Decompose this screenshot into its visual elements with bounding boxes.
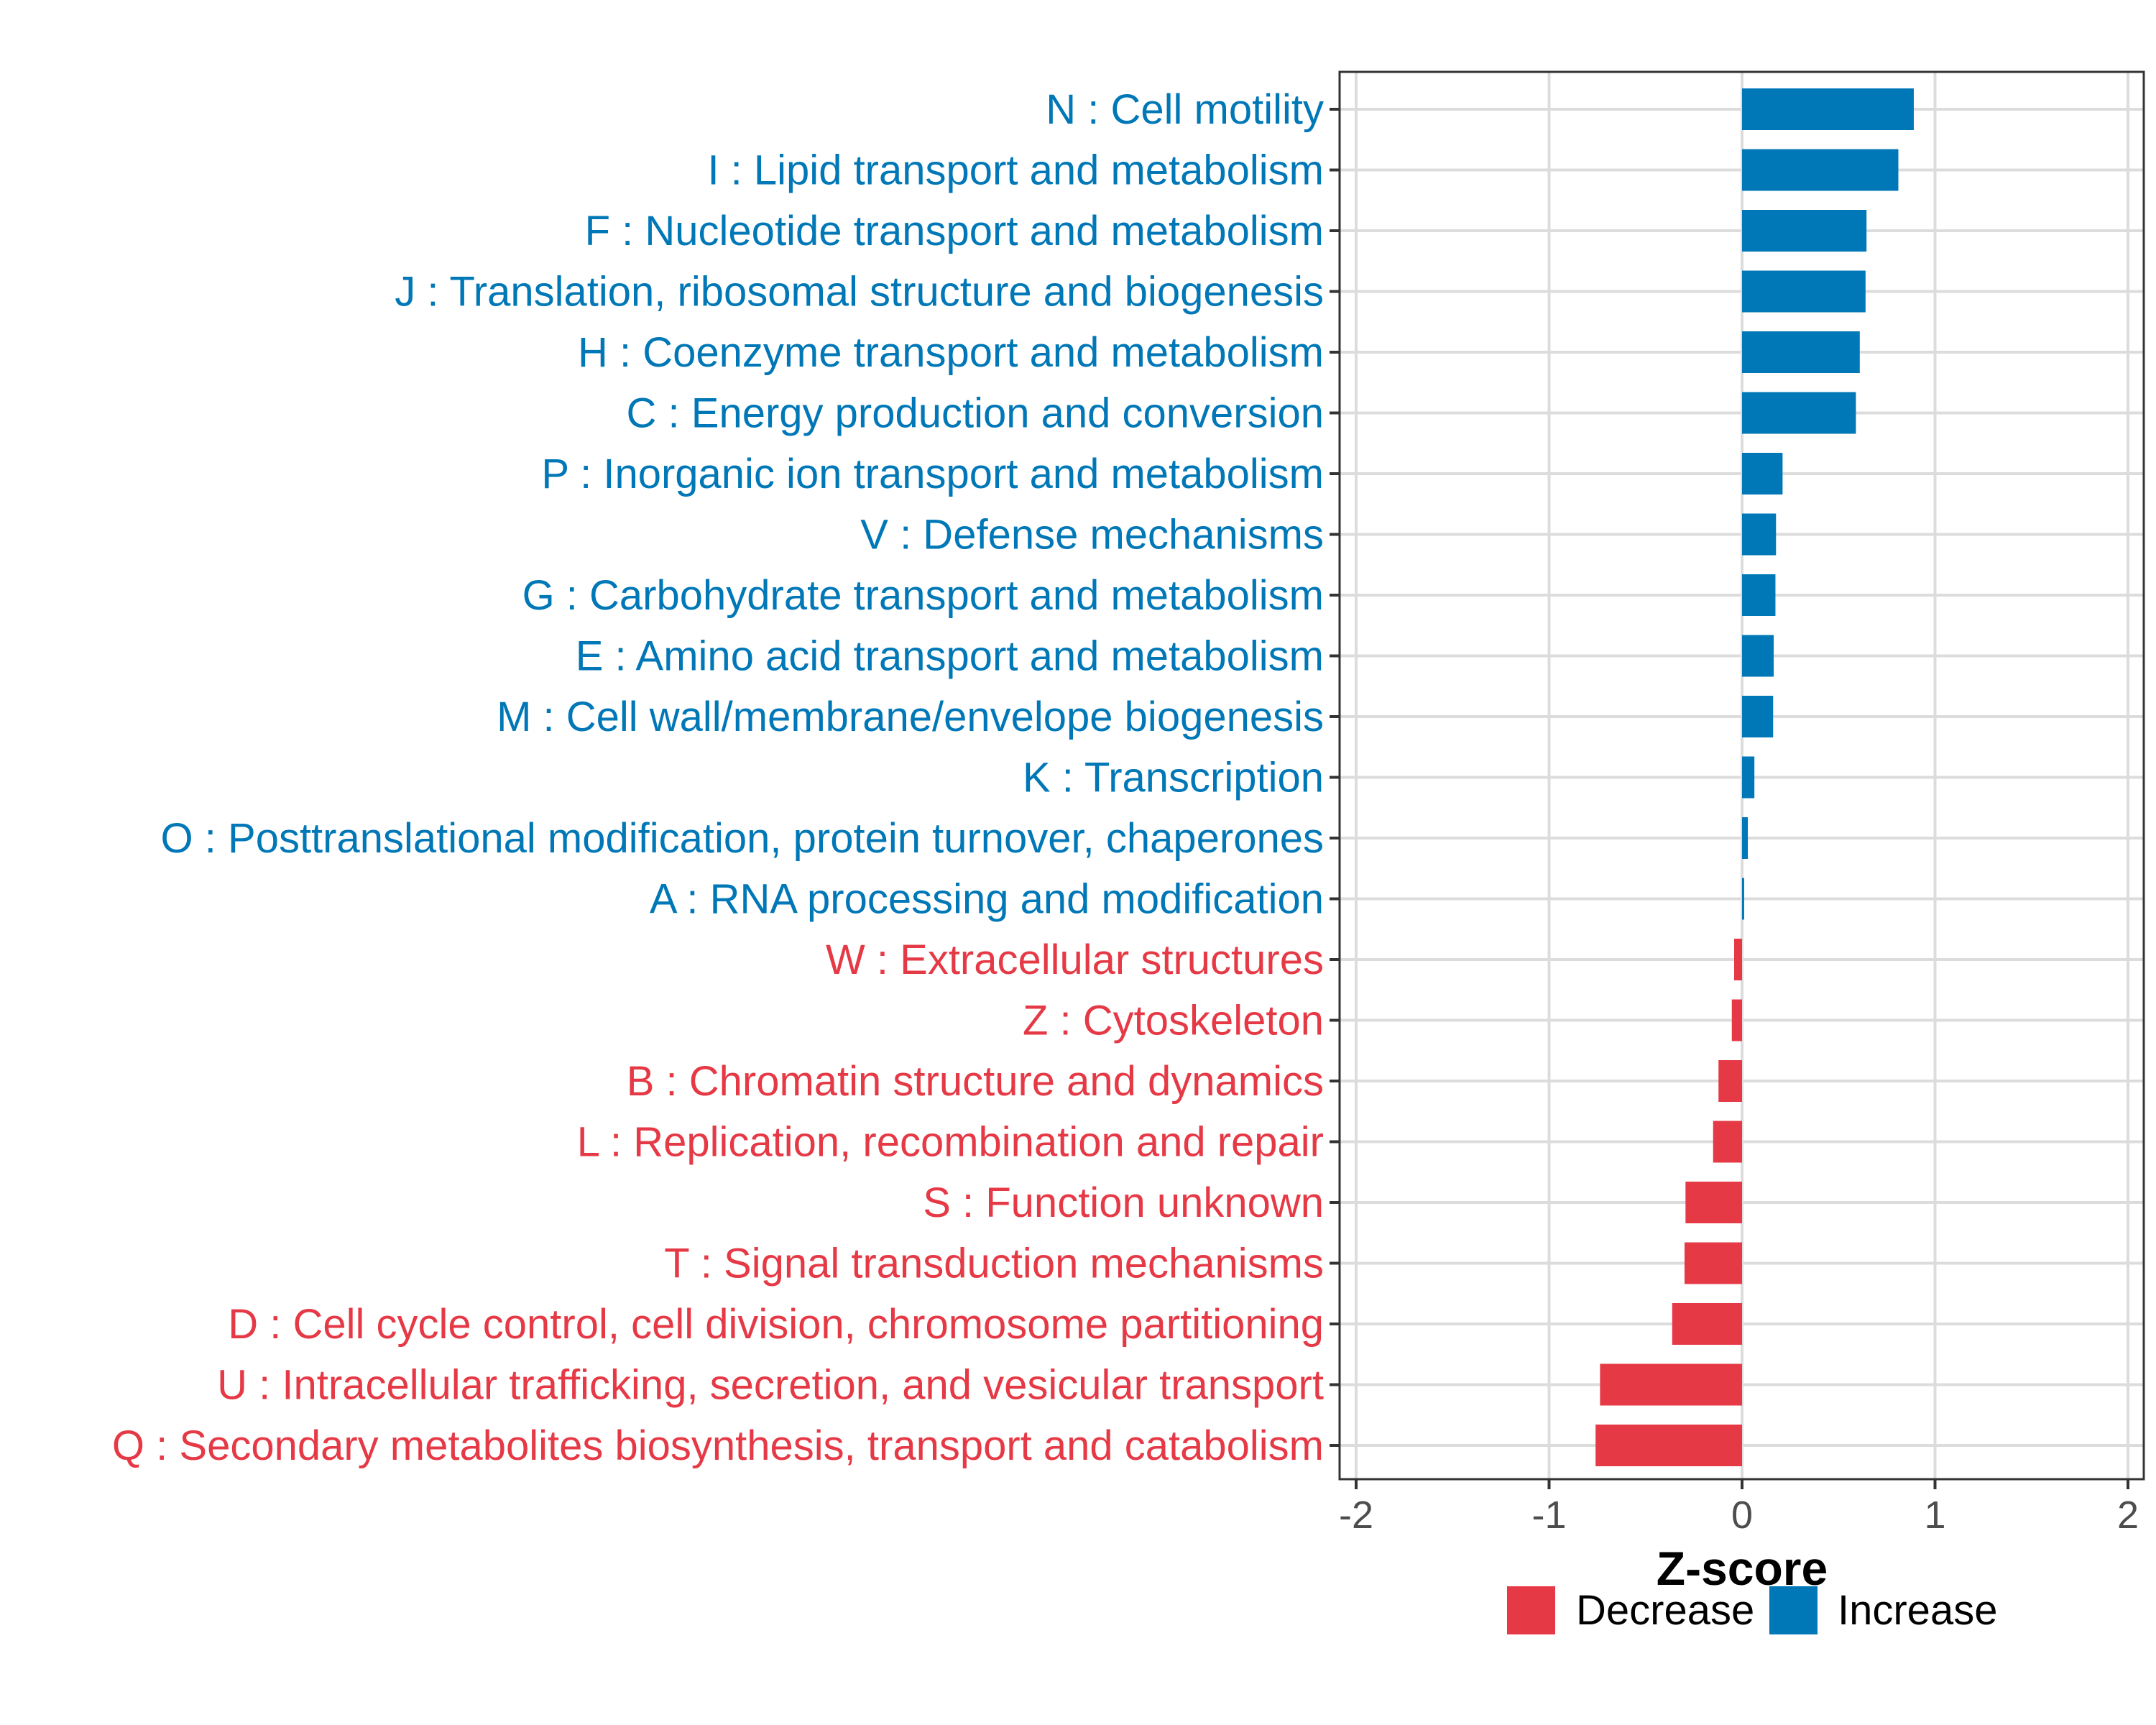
category-label: P : Inorganic ion transport and metaboli… bbox=[541, 451, 1324, 497]
bar-t bbox=[1684, 1242, 1742, 1284]
bar-g bbox=[1742, 574, 1776, 616]
category-label: S : Function unknown bbox=[923, 1179, 1324, 1226]
category-label: Z : Cytoskeleton bbox=[1023, 998, 1324, 1044]
bar-q bbox=[1595, 1425, 1742, 1466]
category-label: V : Defense mechanisms bbox=[860, 512, 1324, 558]
category-label: N : Cell motility bbox=[1046, 86, 1324, 133]
category-labels: N : Cell motility I : Lipid transport and… bbox=[112, 86, 1340, 1469]
bar-b bbox=[1718, 1060, 1742, 1102]
legend-label-decrease: Decrease bbox=[1576, 1587, 1754, 1634]
x-tick-label: 2 bbox=[2117, 1494, 2139, 1537]
bar-o bbox=[1742, 817, 1749, 859]
bar-d bbox=[1672, 1303, 1742, 1345]
legend-swatch-increase bbox=[1769, 1586, 1818, 1634]
legend: Decrease Increase bbox=[1507, 1586, 1997, 1634]
bar-j bbox=[1742, 270, 1866, 313]
bar-e bbox=[1742, 635, 1774, 677]
category-label: T : Signal transduction mechanisms bbox=[664, 1241, 1324, 1287]
legend-label-increase: Increase bbox=[1838, 1587, 1997, 1634]
x-tick-label: -1 bbox=[1531, 1494, 1566, 1537]
category-label: O : Posttranslational modification, prot… bbox=[161, 815, 1324, 862]
category-label: D : Cell cycle control, cell division, c… bbox=[228, 1301, 1324, 1348]
category-label: L : Replication, recombination and repai… bbox=[577, 1119, 1324, 1166]
category-label: G : Carbohydrate transport and metabolis… bbox=[522, 572, 1324, 619]
bar-u bbox=[1600, 1363, 1742, 1406]
bar-f bbox=[1742, 210, 1867, 252]
category-label: Q : Secondary metabolites biosynthesis, … bbox=[112, 1422, 1324, 1469]
category-label: A : RNA processing and modification bbox=[650, 876, 1324, 923]
bar-k bbox=[1742, 756, 1755, 799]
bars bbox=[1595, 88, 1914, 1466]
bar-m bbox=[1742, 696, 1774, 737]
bar-p bbox=[1742, 453, 1783, 494]
bar-c bbox=[1742, 392, 1856, 434]
legend-swatch-decrease bbox=[1507, 1586, 1555, 1634]
x-tick-label: -2 bbox=[1339, 1494, 1373, 1537]
bar-n bbox=[1742, 88, 1914, 130]
category-label: E : Amino acid transport and metabolism bbox=[576, 633, 1324, 680]
bar-a bbox=[1742, 878, 1744, 920]
x-axis-ticks: -2 -1 0 1 2 bbox=[1339, 1479, 2139, 1537]
category-label: B : Chromatin structure and dynamics bbox=[627, 1058, 1324, 1105]
bar-w bbox=[1733, 939, 1742, 980]
category-label: F : Nucleotide transport and metabolism bbox=[585, 208, 1324, 254]
category-label: J : Translation, ribosomal structure and… bbox=[395, 269, 1324, 316]
category-label: W : Extracellular structures bbox=[826, 937, 1324, 983]
x-tick-label: 1 bbox=[1924, 1494, 1945, 1537]
bar-s bbox=[1685, 1182, 1742, 1223]
category-label: H : Coenzyme transport and metabolism bbox=[578, 329, 1324, 376]
bar-i bbox=[1742, 149, 1899, 191]
category-label: K : Transcription bbox=[1023, 755, 1324, 801]
category-label: U : Intracellular trafficking, secretion… bbox=[217, 1362, 1324, 1409]
x-axis-title: Z-score bbox=[1657, 1542, 1828, 1595]
bar-v bbox=[1742, 513, 1777, 556]
category-label: C : Energy production and conversion bbox=[627, 390, 1324, 437]
bar-l bbox=[1713, 1121, 1742, 1163]
category-label: I : Lipid transport and metabolism bbox=[707, 147, 1324, 194]
x-tick-label: 0 bbox=[1731, 1494, 1753, 1537]
category-label: M : Cell wall/membrane/envelope biogenes… bbox=[497, 694, 1324, 740]
bar-h bbox=[1742, 331, 1860, 373]
bar-z bbox=[1731, 999, 1742, 1041]
